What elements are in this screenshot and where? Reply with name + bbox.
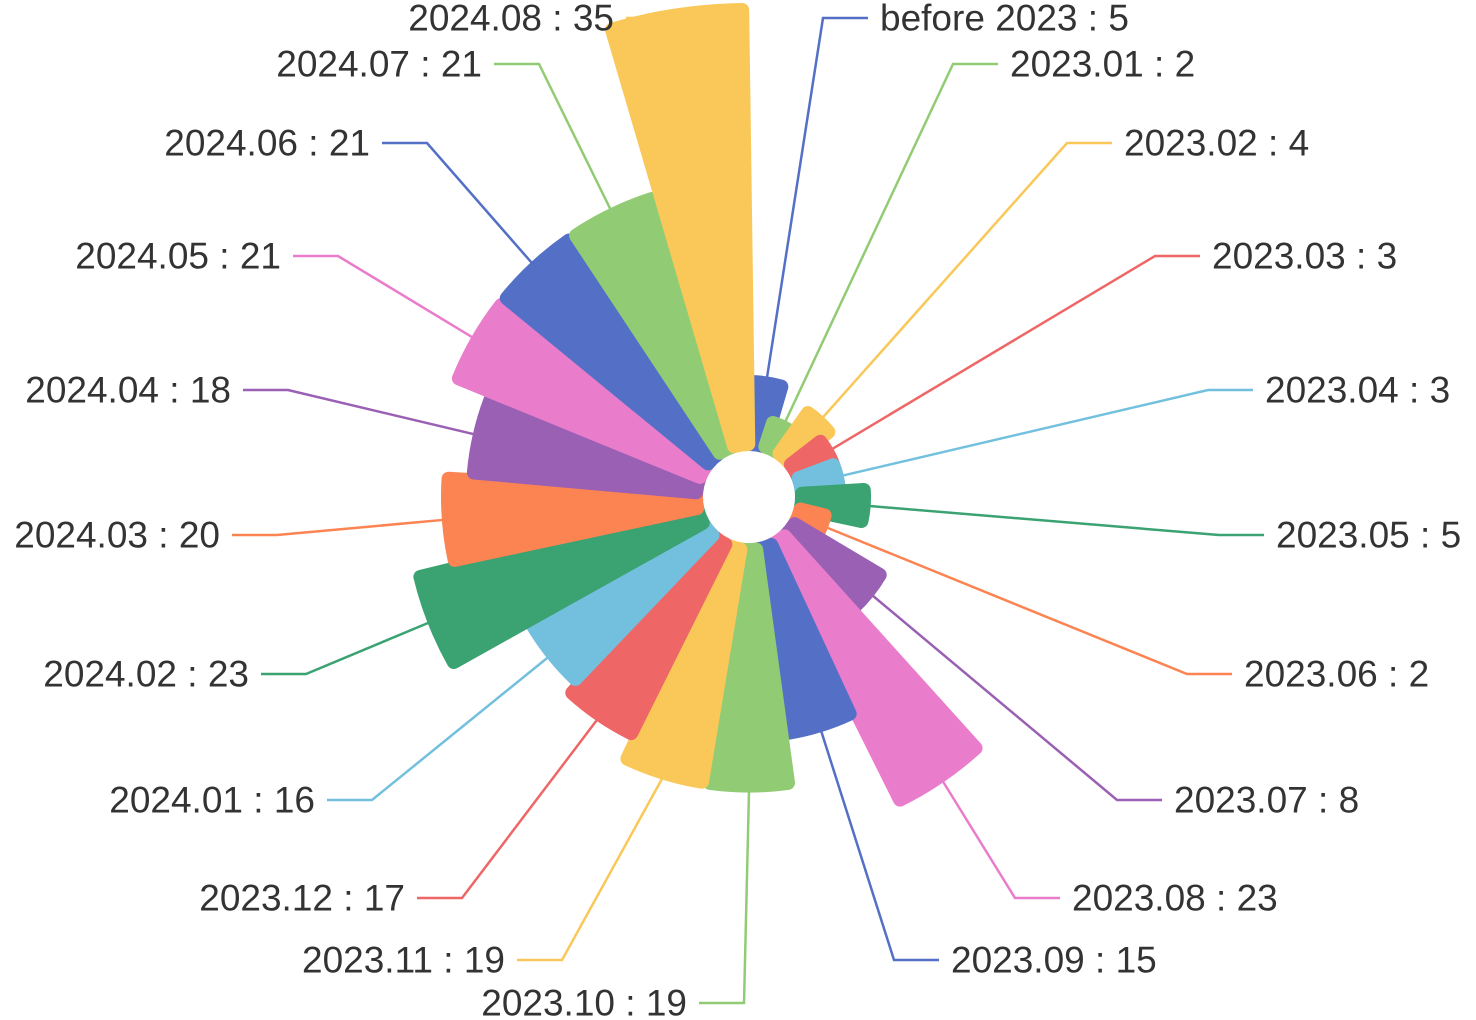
slice-label-2024.02: 2024.02 : 23 [43, 654, 249, 695]
slice-label-2024.04: 2024.04 : 18 [25, 370, 231, 411]
leader-line-2023.03 [831, 254, 1200, 450]
labels-group: before 2023 : 5 2023.01 : 2 2023.02 : 4 202… [14, 0, 1461, 1020]
slice-label-2023.01: 2023.01 : 2 [1010, 44, 1195, 85]
slice-label-2023.08: 2023.08 : 23 [1072, 878, 1278, 919]
leader-line-2023.04 [842, 388, 1253, 477]
leader-line-2023.05 [869, 504, 1264, 537]
leader-line-before 2023 [765, 16, 868, 378]
slice-label-2024.08: 2024.08 : 35 [408, 0, 614, 39]
leader-line-2024.02 [261, 621, 430, 676]
slice-label-2024.07: 2024.07 : 21 [276, 44, 482, 85]
slice-label-2024.06: 2024.06 : 21 [164, 123, 370, 164]
rose-slice-2023.12[interactable] [565, 529, 733, 741]
rose-slice-2023.08[interactable] [765, 529, 983, 807]
leader-line-2024.03 [232, 518, 443, 537]
leader-line-2024.05 [293, 254, 474, 339]
rose-slice-2024.01[interactable] [526, 517, 720, 686]
leader-line-2023.06 [826, 526, 1232, 676]
rose-slice-2023.10[interactable] [702, 542, 796, 793]
rose-slice-2024.02[interactable] [413, 502, 710, 669]
rose-slice-2023.02[interactable] [772, 406, 836, 471]
leader-line-2024.07 [494, 62, 612, 210]
slice-label-2024.03: 2024.03 : 20 [14, 515, 220, 556]
rose-slice-2024.08[interactable] [604, 3, 756, 454]
leader-line-2023.11 [517, 777, 664, 962]
slices-group [413, 3, 983, 807]
slice-label-2023.09: 2023.09 : 15 [951, 940, 1157, 981]
slice-label-2023.04: 2023.04 : 3 [1265, 370, 1450, 411]
leader-line-2024.06 [382, 141, 533, 264]
slice-label-2023.11: 2023.11 : 19 [302, 940, 505, 981]
slice-label-2023.02: 2023.02 : 4 [1124, 123, 1309, 164]
rose-slice-2023.05[interactable] [793, 483, 871, 529]
leader-line-2023.01 [784, 62, 998, 423]
leader-line-2024.01 [327, 656, 549, 802]
slice-label-before 2023: before 2023 : 5 [880, 0, 1129, 39]
leader-line-2023.02 [821, 141, 1112, 419]
rose-slice-2024.06[interactable] [499, 233, 726, 471]
leader-line-2023.09 [820, 730, 939, 962]
leader-line-2023.12 [417, 719, 599, 900]
leader-lines-group [232, 8, 1264, 1005]
slice-label-2023.10: 2023.10 : 19 [481, 983, 687, 1020]
slice-label-2023.07: 2023.07 : 8 [1174, 780, 1359, 821]
slice-label-2023.12: 2023.12 : 17 [199, 878, 405, 919]
leader-line-2023.08 [941, 780, 1060, 900]
leader-line-2024.04 [243, 388, 475, 436]
slice-label-2024.01: 2024.01 : 16 [109, 780, 315, 821]
rose-slice-2024.05[interactable] [451, 298, 715, 484]
rose-slice-2024.07[interactable] [569, 191, 740, 460]
slice-label-2023.05: 2023.05 : 5 [1276, 515, 1461, 556]
slice-label-2023.03: 2023.03 : 3 [1212, 236, 1397, 277]
rose-slice-2024.04[interactable] [466, 392, 707, 500]
rose-slice-2024.03[interactable] [441, 471, 705, 567]
leader-line-2023.10 [699, 791, 751, 1005]
slice-label-2024.05: 2024.05 : 21 [75, 236, 281, 277]
leader-line-2023.07 [871, 594, 1162, 802]
slice-label-2023.06: 2023.06 : 2 [1244, 654, 1429, 695]
leader-line-2024.08 [626, 8, 677, 20]
rose-slice-2023.11[interactable] [620, 538, 748, 789]
